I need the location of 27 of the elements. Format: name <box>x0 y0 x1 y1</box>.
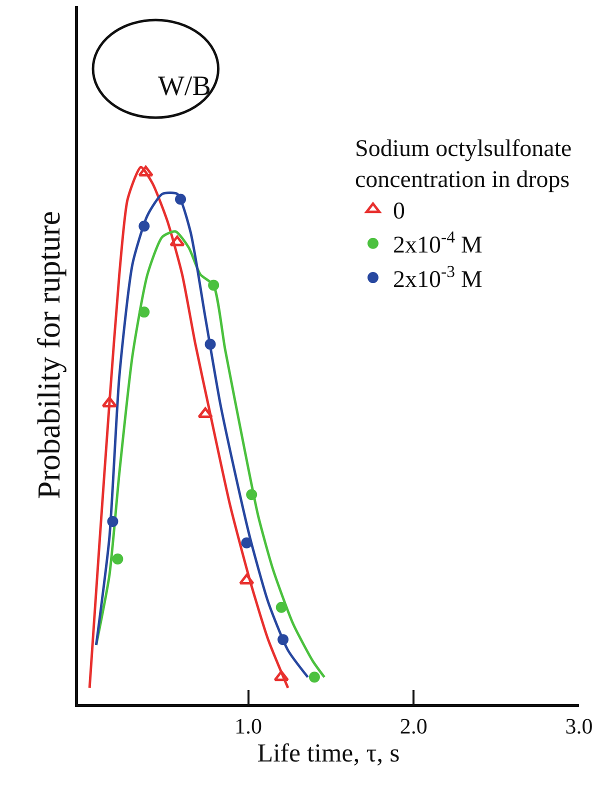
point <box>274 670 289 682</box>
x-tick-label: 1.0 <box>234 713 262 738</box>
legend-label: 2x10$^{-4}$ M <box>392 228 482 259</box>
y-axis-title: Probability for rupture <box>30 211 66 499</box>
point <box>276 602 287 613</box>
x-tick-label: 2.0 <box>400 713 428 738</box>
point <box>138 166 154 176</box>
legend-label: 0 <box>392 198 405 225</box>
point <box>175 194 186 205</box>
point <box>138 306 150 318</box>
point <box>278 634 289 646</box>
point <box>138 220 150 232</box>
legend-title: Sodium octylsulfonate concentration in drops <box>354 136 572 194</box>
point <box>208 280 220 291</box>
text: W/B <box>158 71 211 102</box>
x-tick-label: 3.0 <box>565 713 593 738</box>
point <box>241 537 252 548</box>
point <box>198 407 213 418</box>
point <box>204 338 216 350</box>
point <box>308 672 320 683</box>
point <box>112 554 124 565</box>
legend-label: 2x10$^{-3}$ M <box>392 262 482 293</box>
point <box>107 516 118 527</box>
point <box>239 574 254 585</box>
point <box>170 236 185 246</box>
x-axis-title: Life time, τ, s <box>257 738 400 768</box>
point <box>246 489 258 500</box>
